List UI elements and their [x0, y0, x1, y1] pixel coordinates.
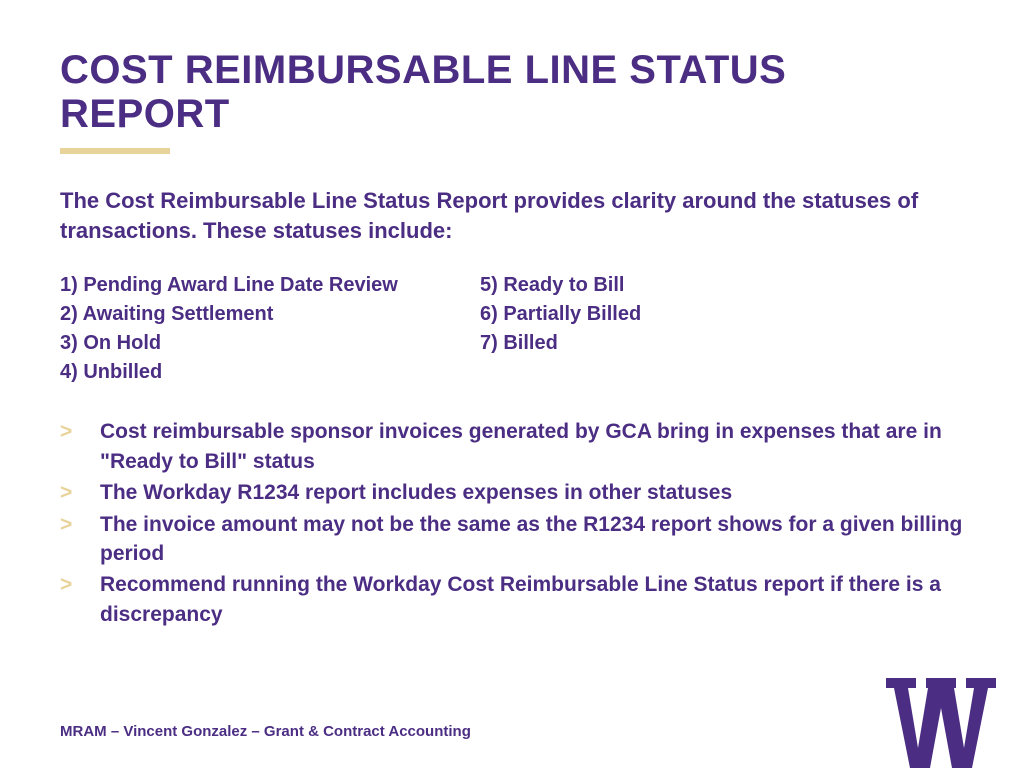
status-column-left: 1) Pending Award Line Date Review 2) Awa… — [60, 271, 480, 387]
status-column-right: 5) Ready to Bill 6) Partially Billed 7) … — [480, 271, 964, 387]
status-columns: 1) Pending Award Line Date Review 2) Awa… — [60, 271, 964, 387]
status-item: 6) Partially Billed — [480, 300, 964, 329]
status-item: 7) Billed — [480, 329, 964, 358]
status-item: 5) Ready to Bill — [480, 271, 964, 300]
uw-logo-icon — [886, 678, 996, 768]
status-item: 4) Unbilled — [60, 358, 480, 387]
slide-title: COST REIMBURSABLE LINE STATUS REPORT — [60, 48, 964, 136]
status-item: 3) On Hold — [60, 329, 480, 358]
bullet-list: Cost reimbursable sponsor invoices gener… — [60, 417, 964, 629]
bullet-item: The Workday R1234 report includes expens… — [60, 478, 964, 507]
status-item: 2) Awaiting Settlement — [60, 300, 480, 329]
slide-container: COST REIMBURSABLE LINE STATUS REPORT The… — [0, 0, 1024, 629]
bullet-item: Cost reimbursable sponsor invoices gener… — [60, 417, 964, 476]
footer-text: MRAM – Vincent Gonzalez – Grant & Contra… — [60, 723, 471, 740]
bullet-item: The invoice amount may not be the same a… — [60, 510, 964, 569]
intro-text: The Cost Reimbursable Line Status Report… — [60, 186, 964, 245]
accent-bar — [60, 148, 170, 154]
bullet-item: Recommend running the Workday Cost Reimb… — [60, 570, 964, 629]
status-item: 1) Pending Award Line Date Review — [60, 271, 480, 300]
